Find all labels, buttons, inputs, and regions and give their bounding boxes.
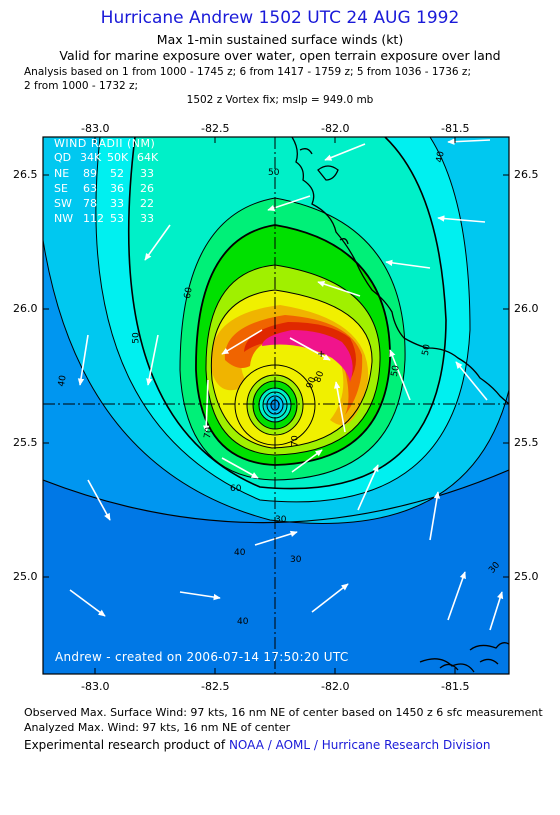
contour-label: 40: [234, 548, 246, 558]
wind-radii-cell: 52: [110, 167, 124, 180]
x-tick-label-top: -83.0: [81, 122, 110, 135]
wind-arrow: [429, 491, 441, 541]
wind-arrow: [203, 379, 210, 433]
y-tick-label-left: 26.0: [13, 302, 38, 315]
wind-radii-cell: 112: [83, 212, 104, 225]
x-tick-label-bottom: -82.0: [321, 680, 350, 693]
wind-arrow: [357, 464, 379, 511]
contour-label: 50: [420, 343, 433, 357]
x-tick-label-top: -81.5: [441, 122, 470, 135]
wind-radii-header: 34K: [80, 151, 102, 164]
wind-arrow: [333, 381, 346, 433]
contour-label: 60: [182, 286, 195, 300]
center-crosshair: [43, 137, 509, 674]
y-tick-label-left: 25.5: [13, 436, 38, 449]
contour-label: 50: [268, 168, 280, 178]
hrd-link[interactable]: NOAA / AOML / Hurricane Research Divisio…: [228, 738, 491, 752]
wind-radii-cell: 33: [140, 167, 154, 180]
y-tick-label-left: 25.0: [13, 570, 38, 583]
vortex-fix-note: 1502 z Vortex fix; mslp = 949.0 mb: [186, 94, 374, 106]
wind-radii-cell: 78: [83, 197, 97, 210]
map-credit: Andrew - created on 2006-07-14 17:50:20 …: [55, 650, 349, 664]
contour-label: 30: [290, 555, 302, 565]
x-tick-label-bottom: -81.5: [441, 680, 470, 693]
y-tick-label-right: 26.5: [514, 168, 539, 181]
wind-arrow: [311, 583, 349, 613]
wind-arrow: [385, 259, 431, 269]
product-prefix: Experimental research product of: [24, 738, 226, 752]
contour-label: 40: [237, 617, 249, 627]
map-subtitle: Max 1-min sustained surface winds (kt): [156, 32, 404, 47]
analysis-sources-line-2: 2 from 1000 - 1732 z;: [24, 80, 139, 92]
x-tick-label-bottom: -83.0: [81, 680, 110, 693]
y-tick-label-right: 26.0: [514, 302, 539, 315]
wind-arrow: [87, 479, 111, 521]
wind-radii-cell: 89: [83, 167, 97, 180]
wind-radii-cell: 53: [110, 212, 124, 225]
max-wind-marker: +: [317, 349, 325, 360]
contour-label: 50: [131, 332, 142, 344]
wind-radii-cell: 36: [110, 182, 124, 195]
wind-radii-cell: 26: [140, 182, 154, 195]
max-wind-region: [262, 330, 353, 382]
wind-arrow: [455, 361, 488, 401]
wind-radii-header: 50K: [107, 151, 129, 164]
wind-arrow: [291, 449, 323, 473]
florida-coastline: [291, 137, 509, 673]
wind-arrow: [146, 334, 159, 386]
wind-radii-cell: SE: [54, 182, 68, 195]
contour-label: 70: [202, 426, 215, 440]
wind-arrow: [179, 591, 221, 601]
wind-arrow: [221, 457, 259, 479]
observed-max-wind: Observed Max. Surface Wind: 97 kts, 16 n…: [24, 706, 543, 719]
contour-label: 50: [389, 364, 402, 378]
contour-label: 30: [275, 515, 287, 525]
wind-arrow: [254, 530, 298, 546]
x-tick-label-top: -82.0: [321, 122, 350, 135]
wind-arrow: [489, 591, 504, 631]
wind-radii-cell: 33: [110, 197, 124, 210]
wind-arrow: [144, 224, 171, 261]
y-tick-label-right: 25.0: [514, 570, 539, 583]
wind-arrow: [77, 334, 89, 386]
y-tick-label-right: 25.5: [514, 436, 539, 449]
x-tick-label-top: -82.5: [201, 122, 230, 135]
contour-label: 60: [230, 484, 242, 494]
wind-field-map: +: [42, 136, 510, 675]
wind-radii-cell: 63: [83, 182, 97, 195]
wind-vectors: [69, 138, 504, 631]
wind-radii-cell: 33: [140, 212, 154, 225]
contour-label: 40: [434, 150, 447, 164]
wind-radii-header: 64K: [137, 151, 159, 164]
wind-radii-header: QD: [54, 151, 72, 164]
wind-arrow: [324, 143, 366, 161]
contour-label: 70: [290, 435, 301, 447]
wind-radii-title: WIND RADII (NM): [54, 137, 156, 150]
wind-arrow: [289, 337, 331, 361]
wind-arrow: [69, 589, 106, 617]
wind-radii-cell: NW: [54, 212, 74, 225]
analyzed-max-wind: Analyzed Max. Wind: 97 kts, 16 nm NE of …: [24, 721, 291, 734]
wind-arrow: [437, 215, 486, 223]
axis-ticks: [43, 137, 509, 674]
wind-arrow: [447, 571, 466, 621]
x-tick-label-bottom: -82.5: [201, 680, 230, 693]
wind-radii-cell: NE: [54, 167, 70, 180]
map-title: Hurricane Andrew 1502 UTC 24 AUG 1992: [100, 8, 460, 28]
wind-radii-cell: 22: [140, 197, 154, 210]
product-credit: Experimental research product of NOAA / …: [24, 738, 491, 752]
y-tick-label-left: 26.5: [13, 168, 38, 181]
wind-radii-cell: SW: [54, 197, 72, 210]
analysis-sources-line-1: Analysis based on 1 from 1000 - 1745 z; …: [24, 66, 471, 78]
wind-arrow: [389, 349, 411, 401]
exposure-note: Valid for marine exposure over water, op…: [59, 48, 501, 63]
contour-label: 40: [56, 374, 69, 388]
wind-arrow: [317, 280, 361, 297]
map-frame: [42, 136, 510, 675]
wind-arrow: [221, 329, 263, 355]
